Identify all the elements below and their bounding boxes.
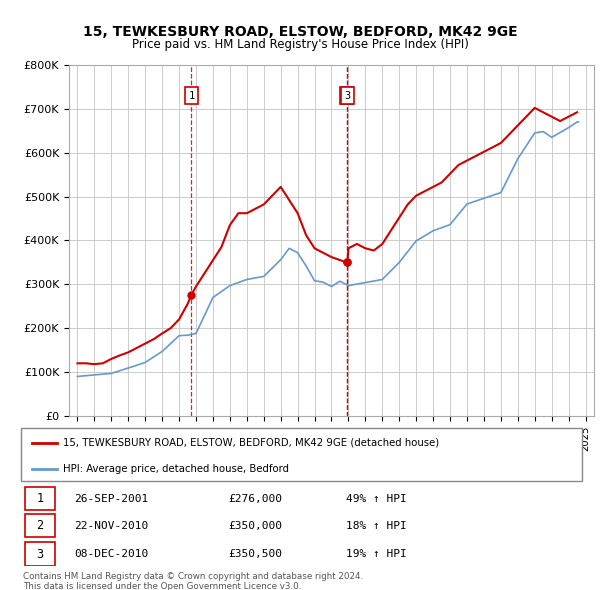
FancyBboxPatch shape: [21, 428, 582, 481]
FancyBboxPatch shape: [25, 487, 55, 510]
Text: 1: 1: [37, 492, 44, 505]
Text: 1: 1: [188, 91, 194, 101]
Text: £350,500: £350,500: [229, 549, 283, 559]
Text: 19% ↑ HPI: 19% ↑ HPI: [346, 549, 407, 559]
Text: 2: 2: [37, 519, 44, 532]
FancyBboxPatch shape: [25, 514, 55, 537]
Text: 3: 3: [344, 91, 350, 101]
Text: 15, TEWKESBURY ROAD, ELSTOW, BEDFORD, MK42 9GE: 15, TEWKESBURY ROAD, ELSTOW, BEDFORD, MK…: [83, 25, 517, 39]
Text: 08-DEC-2010: 08-DEC-2010: [74, 549, 149, 559]
Text: 18% ↑ HPI: 18% ↑ HPI: [346, 521, 407, 531]
Text: 15, TEWKESBURY ROAD, ELSTOW, BEDFORD, MK42 9GE (detached house): 15, TEWKESBURY ROAD, ELSTOW, BEDFORD, MK…: [63, 438, 439, 448]
Text: £276,000: £276,000: [229, 494, 283, 504]
Text: £350,000: £350,000: [229, 521, 283, 531]
Text: Price paid vs. HM Land Registry's House Price Index (HPI): Price paid vs. HM Land Registry's House …: [131, 38, 469, 51]
Text: 3: 3: [37, 548, 44, 560]
Text: 22-NOV-2010: 22-NOV-2010: [74, 521, 149, 531]
Text: HPI: Average price, detached house, Bedford: HPI: Average price, detached house, Bedf…: [63, 464, 289, 474]
Text: Contains HM Land Registry data © Crown copyright and database right 2024.: Contains HM Land Registry data © Crown c…: [23, 572, 363, 581]
FancyBboxPatch shape: [25, 542, 55, 566]
Text: 2: 2: [343, 91, 350, 101]
Text: 26-SEP-2001: 26-SEP-2001: [74, 494, 149, 504]
Text: This data is licensed under the Open Government Licence v3.0.: This data is licensed under the Open Gov…: [23, 582, 301, 590]
Text: 49% ↑ HPI: 49% ↑ HPI: [346, 494, 407, 504]
